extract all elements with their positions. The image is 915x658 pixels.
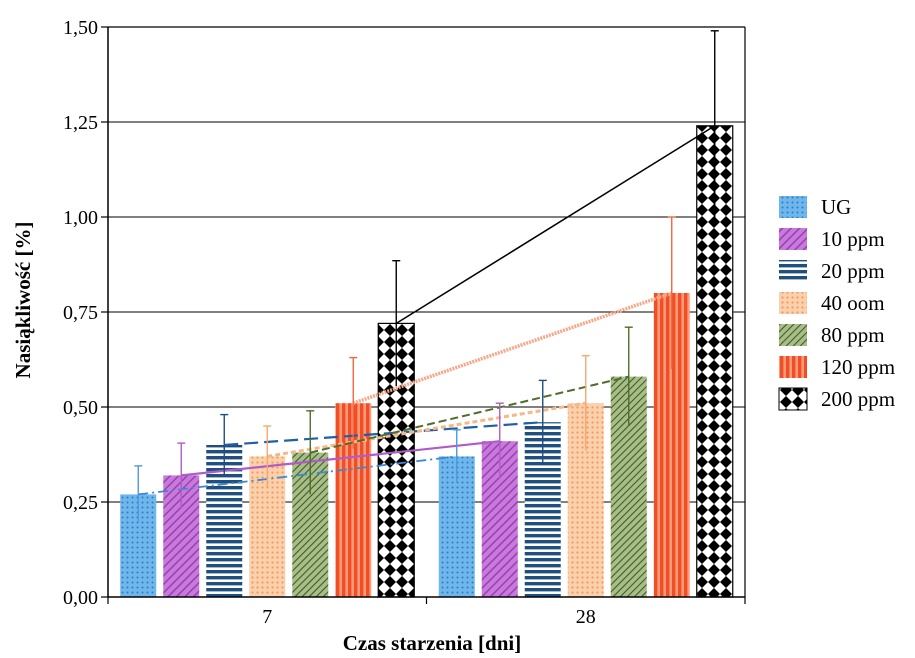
trend-line-UG (138, 455, 457, 496)
error-bar (667, 216, 676, 369)
y-tick-label: 0,25 (63, 492, 98, 514)
legend-item: 40 oom (779, 291, 885, 315)
legend-label: 200 ppm (821, 387, 895, 411)
legend-item: UG (779, 195, 851, 219)
x-tick-label: 7 (262, 606, 272, 628)
error-bar (710, 30, 719, 221)
y-tick-label: 0,00 (63, 587, 98, 609)
axes (101, 26, 746, 604)
legend-label: 10 ppm (821, 227, 885, 251)
error-bar (349, 356, 358, 449)
legend-swatch (779, 196, 807, 218)
y-tick-label: 1,50 (63, 17, 98, 39)
trend-line-120-ppm (352, 291, 673, 405)
legend-item: 10 ppm (779, 227, 885, 251)
error-bar (263, 425, 272, 487)
trend-lines-layer (138, 125, 716, 496)
trend-line-20-ppm (224, 421, 543, 447)
trend-line-40-oom (267, 401, 586, 458)
x-tick-label: 28 (576, 606, 596, 628)
error-bars-layer (134, 30, 719, 523)
legend-label: UG (821, 195, 851, 219)
trend-line-10-ppm (181, 440, 500, 477)
y-tick-label: 0,50 (63, 397, 98, 419)
legend: UG 10 ppm 20 ppm 40 oom 80 ppm 120 ppm 200 ppm (778, 195, 895, 411)
error-bar (306, 410, 315, 495)
legend-swatch (779, 228, 807, 250)
y-tick-label: 1,25 (63, 112, 98, 134)
legend-item: 80 ppm (779, 323, 885, 347)
x-tick-labels: 7 28 (262, 606, 596, 628)
legend-item: 20 ppm (779, 259, 885, 283)
error-bar (392, 260, 401, 387)
legend-label: 40 oom (821, 291, 885, 315)
error-bar (452, 429, 461, 483)
error-bar (624, 326, 633, 426)
legend-label: 20 ppm (821, 259, 885, 283)
legend-swatch (779, 292, 807, 314)
error-bar (538, 379, 547, 464)
error-bar (177, 442, 186, 508)
x-axis-title: Czas starzenia [dni] (343, 631, 521, 655)
y-tick-labels: 0,00 0,25 0,50 0,75 1,00 1,25 1,50 (63, 17, 98, 609)
y-tick-label: 0,75 (63, 302, 98, 324)
error-bar (581, 355, 590, 451)
bars-layer (120, 125, 734, 598)
legend-swatch (778, 387, 808, 411)
y-axis-title: Nasiąkliwość [%] (11, 222, 35, 379)
legend-swatch (779, 356, 807, 378)
legend-item: 120 ppm (779, 355, 895, 379)
error-bar (134, 465, 143, 523)
legend-swatch (779, 324, 807, 346)
trend-line-80-ppm (310, 375, 629, 454)
legend-label: 120 ppm (821, 355, 895, 379)
error-bar (220, 413, 229, 476)
error-bar (495, 402, 504, 480)
trend-line-200-ppm (395, 125, 716, 325)
legend-swatch (779, 260, 807, 282)
legend-label: 80 ppm (821, 323, 885, 347)
y-tick-label: 1,00 (63, 207, 98, 229)
legend-item: 200 ppm (778, 387, 895, 411)
